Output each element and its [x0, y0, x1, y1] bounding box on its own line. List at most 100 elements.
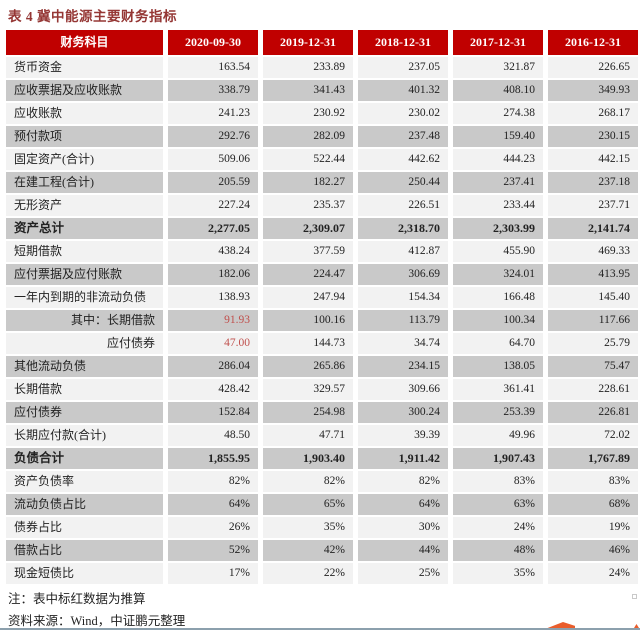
value-cell: 2,309.07 [263, 218, 353, 239]
value-cell: 442.62 [358, 149, 448, 170]
value-cell: 52% [168, 540, 258, 561]
value-cell: 224.47 [263, 264, 353, 285]
footer-rule [0, 628, 640, 630]
value-cell: 182.06 [168, 264, 258, 285]
value-cell: 166.48 [453, 287, 543, 308]
value-cell: 1,911.42 [358, 448, 448, 469]
value-cell: 324.01 [453, 264, 543, 285]
value-cell: 233.89 [263, 57, 353, 78]
value-cell: 83% [548, 471, 638, 492]
value-cell: 49.96 [453, 425, 543, 446]
header-cell-date: 2018-12-31 [358, 30, 448, 55]
value-cell: 522.44 [263, 149, 353, 170]
value-cell: 64% [358, 494, 448, 515]
value-cell: 234.15 [358, 356, 448, 377]
value-cell: 226.65 [548, 57, 638, 78]
header-cell-subject: 财务科目 [6, 30, 163, 55]
value-cell: 241.23 [168, 103, 258, 124]
value-cell: 2,318.70 [358, 218, 448, 239]
value-cell: 26% [168, 517, 258, 538]
financial-table: 财务科目 2020-09-30 2019-12-31 2018-12-31 2017-1… [6, 30, 638, 584]
value-cell: 226.81 [548, 402, 638, 423]
value-cell: 438.24 [168, 241, 258, 262]
value-cell: 237.18 [548, 172, 638, 193]
value-cell: 329.57 [263, 379, 353, 400]
value-cell: 47.71 [263, 425, 353, 446]
value-cell: 82% [263, 471, 353, 492]
value-cell: 205.59 [168, 172, 258, 193]
value-cell: 230.15 [548, 126, 638, 147]
value-cell: 72.02 [548, 425, 638, 446]
value-cell: 442.15 [548, 149, 638, 170]
value-cell: 75.47 [548, 356, 638, 377]
value-cell: 233.44 [453, 195, 543, 216]
value-cell: 274.38 [453, 103, 543, 124]
orange-speck-decoration [634, 624, 639, 628]
header-cell-date: 2020-09-30 [168, 30, 258, 55]
footnote-source: 资料来源：Wind，中证鹏元整理 [8, 614, 186, 628]
value-cell: 100.34 [453, 310, 543, 331]
value-cell: 341.43 [263, 80, 353, 101]
value-cell: 268.17 [548, 103, 638, 124]
value-cell: 25.79 [548, 333, 638, 354]
value-cell: 377.59 [263, 241, 353, 262]
value-cell: 144.73 [263, 333, 353, 354]
header-cell-date: 2016-12-31 [548, 30, 638, 55]
row-label: 在建工程(合计) [6, 172, 163, 193]
value-cell: 48% [453, 540, 543, 561]
value-cell: 349.93 [548, 80, 638, 101]
value-cell: 237.48 [358, 126, 448, 147]
row-label: 无形资产 [6, 195, 163, 216]
value-cell: 230.92 [263, 103, 353, 124]
row-label: 现金短债比 [6, 563, 163, 584]
value-cell: 286.04 [168, 356, 258, 377]
header-cell-date: 2019-12-31 [263, 30, 353, 55]
value-cell: 509.06 [168, 149, 258, 170]
value-cell: 250.44 [358, 172, 448, 193]
table-caption: 表 4 冀中能源主要财务指标 [8, 9, 177, 24]
value-cell: 265.86 [263, 356, 353, 377]
row-label: 应付票据及应付账款 [6, 264, 163, 285]
value-cell: 17% [168, 563, 258, 584]
value-cell: 237.41 [453, 172, 543, 193]
value-cell: 24% [548, 563, 638, 584]
row-label: 固定资产(合计) [6, 149, 163, 170]
value-cell: 163.54 [168, 57, 258, 78]
stray-glyph-box [632, 594, 637, 599]
value-cell: 117.66 [548, 310, 638, 331]
row-label: 借款占比 [6, 540, 163, 561]
value-cell: 25% [358, 563, 448, 584]
value-cell: 65% [263, 494, 353, 515]
row-label: 资产总计 [6, 218, 163, 239]
row-label: 货币资金 [6, 57, 163, 78]
value-cell: 282.09 [263, 126, 353, 147]
value-cell: 361.41 [453, 379, 543, 400]
value-cell: 113.79 [358, 310, 448, 331]
value-cell: 46% [548, 540, 638, 561]
row-label: 预付款项 [6, 126, 163, 147]
row-label: 其中：长期借款 [6, 310, 163, 331]
value-cell: 39.39 [358, 425, 448, 446]
value-cell: 237.71 [548, 195, 638, 216]
value-cell: 22% [263, 563, 353, 584]
value-cell: 412.87 [358, 241, 448, 262]
value-cell: 34.74 [358, 333, 448, 354]
value-cell: 1,907.43 [453, 448, 543, 469]
value-cell: 64% [168, 494, 258, 515]
value-cell: 154.34 [358, 287, 448, 308]
value-cell: 253.39 [453, 402, 543, 423]
value-cell: 2,277.05 [168, 218, 258, 239]
value-cell: 309.66 [358, 379, 448, 400]
row-label: 其他流动负债 [6, 356, 163, 377]
value-cell: 159.40 [453, 126, 543, 147]
row-label: 负债合计 [6, 448, 163, 469]
value-cell: 19% [548, 517, 638, 538]
value-cell: 292.76 [168, 126, 258, 147]
value-cell: 247.94 [263, 287, 353, 308]
row-label: 流动负债占比 [6, 494, 163, 515]
value-cell: 230.02 [358, 103, 448, 124]
row-label: 资产负债率 [6, 471, 163, 492]
value-cell: 338.79 [168, 80, 258, 101]
value-cell: 30% [358, 517, 448, 538]
value-cell: 64.70 [453, 333, 543, 354]
